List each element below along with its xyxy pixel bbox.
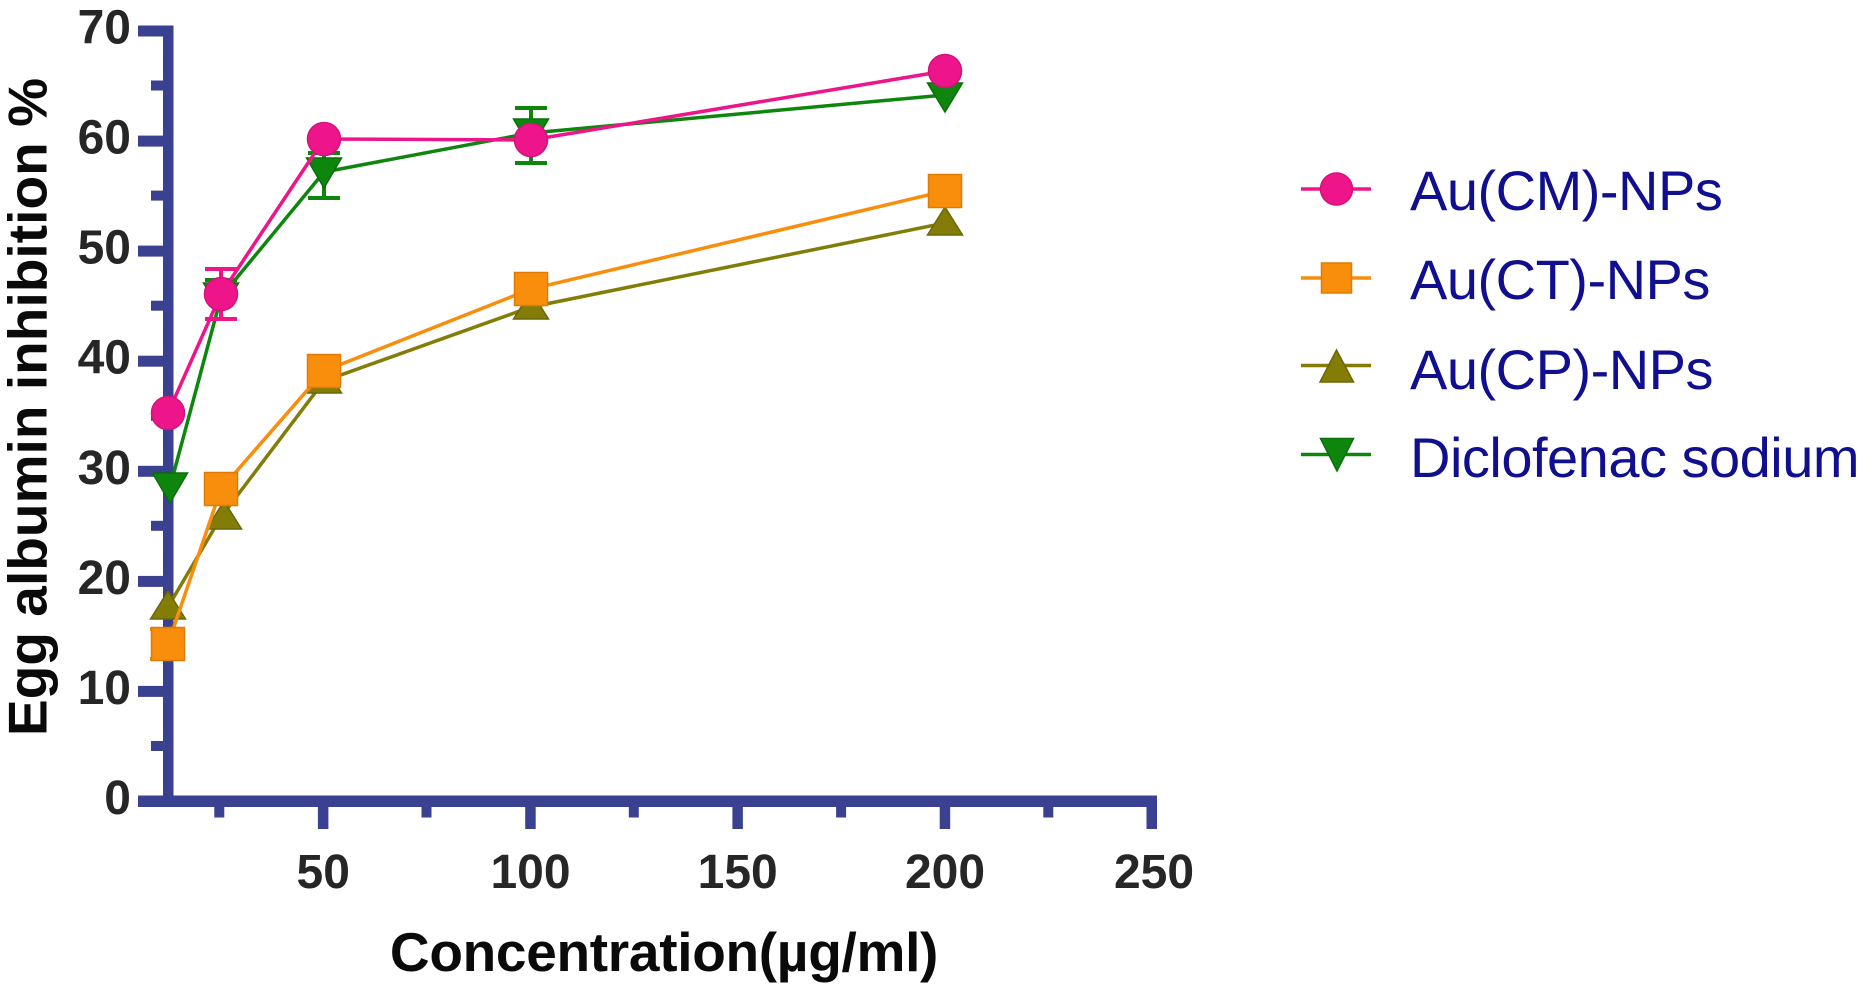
svg-text:Au(CP)-NPs: Au(CP)-NPs (1410, 338, 1713, 401)
svg-text:50: 50 (297, 846, 350, 899)
svg-text:Au(CM)-NPs: Au(CM)-NPs (1410, 159, 1722, 222)
svg-text:Concentration(µg/ml): Concentration(µg/ml) (390, 921, 938, 983)
svg-text:50: 50 (78, 222, 131, 275)
svg-text:200: 200 (905, 846, 985, 899)
svg-text:100: 100 (490, 846, 570, 899)
svg-text:Au(CT)-NPs: Au(CT)-NPs (1410, 248, 1710, 311)
svg-text:Diclofenac sodium: Diclofenac sodium (1410, 426, 1859, 489)
svg-text:70: 70 (78, 2, 131, 55)
svg-text:0: 0 (104, 772, 131, 825)
svg-text:150: 150 (698, 846, 778, 899)
svg-text:40: 40 (78, 332, 131, 385)
svg-text:250: 250 (1114, 846, 1194, 899)
svg-text:Egg albumin inhibition %: Egg albumin inhibition % (0, 78, 59, 736)
svg-text:20: 20 (78, 552, 131, 605)
svg-text:60: 60 (78, 112, 131, 165)
svg-text:30: 30 (78, 442, 131, 495)
svg-text:10: 10 (78, 662, 131, 715)
